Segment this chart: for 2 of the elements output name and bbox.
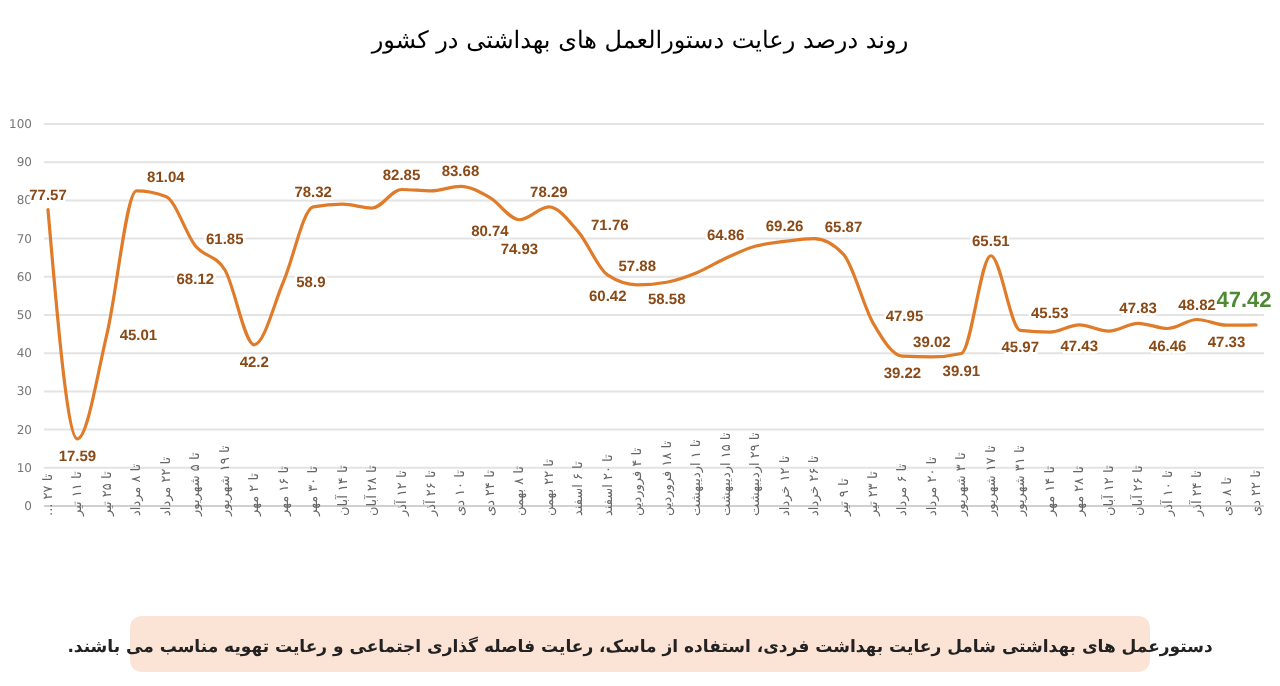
chart-title: روند درصد رعایت دستورالعمل های بهداشتی در کشور [369,26,909,54]
annotation: 47.42 [1216,288,1272,313]
